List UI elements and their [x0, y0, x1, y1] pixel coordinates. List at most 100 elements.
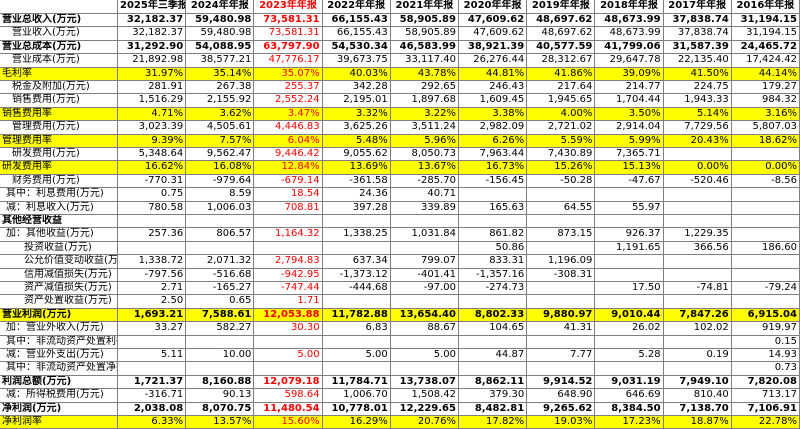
value-cell: 43.78% [390, 67, 459, 81]
value-cell: 66,155.43 [322, 27, 391, 41]
value-cell: 1,006.03 [186, 201, 255, 215]
value-cell [731, 228, 800, 242]
value-cell: 0.75 [118, 188, 187, 202]
value-cell: 3.32% [322, 107, 391, 122]
value-cell: 1,164.32 [254, 228, 323, 242]
value-cell: -444.68 [322, 282, 391, 296]
value-cell: 0.65 [186, 295, 255, 309]
value-cell: 1,508.42 [390, 389, 459, 403]
value-cell: 21,892.98 [118, 54, 187, 68]
value-cell: 9,914.52 [527, 375, 596, 390]
value-cell: 1,338.72 [118, 255, 187, 269]
value-cell: 37,838.74 [663, 14, 732, 28]
value-cell: 41.50% [663, 67, 732, 81]
value-cell: 39.09% [595, 67, 664, 81]
row-label: 投资收益(万元) [0, 241, 118, 256]
value-cell [390, 241, 459, 256]
value-cell: 984.32 [731, 94, 800, 108]
value-cell: 9,265.62 [527, 402, 596, 416]
value-cell [595, 335, 664, 349]
row-label: 减：营业外支出(万元) [0, 349, 118, 363]
row-label: 减：所得税费用(万元) [0, 389, 118, 403]
value-cell [731, 255, 800, 269]
value-cell: 16.29% [322, 416, 391, 429]
value-cell: 3,023.39 [118, 121, 187, 135]
value-cell: 63,797.90 [254, 40, 323, 55]
value-cell: 20.76% [390, 416, 459, 429]
value-cell: 713.17 [731, 389, 800, 403]
value-cell: 3.50% [595, 107, 664, 122]
value-cell: 47,609.62 [459, 27, 528, 41]
value-cell: 31,292.90 [118, 40, 187, 55]
column-header: 2020年年报 [459, 0, 528, 14]
value-cell: 13.69% [322, 161, 391, 175]
row-label: 管理费用(万元) [0, 121, 118, 135]
value-cell: 41,799.06 [595, 40, 664, 55]
column-header: 2024年年报 [186, 0, 255, 14]
value-cell: 2,982.09 [459, 121, 528, 135]
value-cell: 22.78% [731, 416, 800, 429]
value-cell: 4,446.83 [254, 121, 323, 135]
value-cell: 3,625.26 [322, 121, 391, 135]
value-cell: 40,577.59 [527, 40, 596, 55]
value-cell: 224.75 [663, 81, 732, 95]
value-cell: 5,807.03 [731, 121, 800, 135]
value-cell: 48,697.62 [527, 27, 596, 41]
value-cell: 4,505.61 [186, 121, 255, 135]
row-label: 营业利润(万元) [0, 308, 118, 323]
value-cell: 24.36 [322, 188, 391, 202]
value-cell: 1,693.21 [118, 308, 187, 323]
value-cell: 54,530.34 [322, 40, 391, 55]
value-cell: 6.33% [118, 416, 187, 429]
value-cell: 5.96% [390, 134, 459, 148]
value-cell: 5.11 [118, 349, 187, 363]
value-cell: 66,155.43 [322, 14, 391, 28]
value-cell: 26,276.44 [459, 54, 528, 68]
value-cell: -979.64 [186, 174, 255, 189]
column-header: 2025年三季报 [118, 0, 187, 14]
value-cell [595, 362, 664, 376]
value-cell: 7,138.70 [663, 402, 732, 416]
value-cell: 17.50 [595, 282, 664, 296]
value-cell: 26.02 [595, 322, 664, 336]
value-cell [595, 188, 664, 202]
value-cell: 8,802.33 [459, 308, 528, 323]
value-cell: 13,654.40 [390, 308, 459, 323]
value-cell: 31,587.39 [663, 40, 732, 55]
value-cell: 16.73% [459, 161, 528, 175]
value-cell [731, 201, 800, 215]
value-cell: 4.00% [527, 107, 596, 122]
value-cell [731, 268, 800, 282]
value-cell: 58,905.89 [390, 14, 459, 28]
value-cell: 7,847.26 [663, 308, 732, 323]
value-cell [527, 335, 596, 349]
value-cell [663, 201, 732, 215]
value-cell: 861.82 [459, 228, 528, 242]
value-cell: 799.07 [390, 255, 459, 269]
value-cell: -74.81 [663, 282, 732, 296]
value-cell: -308.31 [527, 268, 596, 282]
value-cell: 15.60% [254, 416, 323, 429]
value-cell: 44.87 [459, 349, 528, 363]
value-cell: 3.62% [186, 107, 255, 122]
value-cell: 7,365.71 [595, 148, 664, 162]
value-cell: 0.00% [731, 161, 800, 175]
value-cell: 58,905.89 [390, 27, 459, 41]
value-cell: -316.71 [118, 389, 187, 403]
column-header: 2018年年报 [595, 0, 664, 14]
value-cell [118, 241, 187, 256]
column-header: 2017年年报 [663, 0, 732, 14]
value-cell: 31,194.15 [731, 27, 800, 41]
value-cell: 64.55 [527, 201, 596, 215]
value-cell: -47.67 [595, 174, 664, 189]
value-cell: 102.02 [663, 322, 732, 336]
value-cell: 2,038.08 [118, 402, 187, 416]
value-cell: 6.83 [322, 322, 391, 336]
value-cell [322, 241, 391, 256]
value-cell: 59,480.98 [186, 14, 255, 28]
row-label: 公允价值变动收益(万元) [0, 255, 118, 269]
value-cell: 1,516.29 [118, 94, 187, 108]
value-cell: 12,053.88 [254, 308, 323, 323]
value-cell: -274.73 [459, 282, 528, 296]
